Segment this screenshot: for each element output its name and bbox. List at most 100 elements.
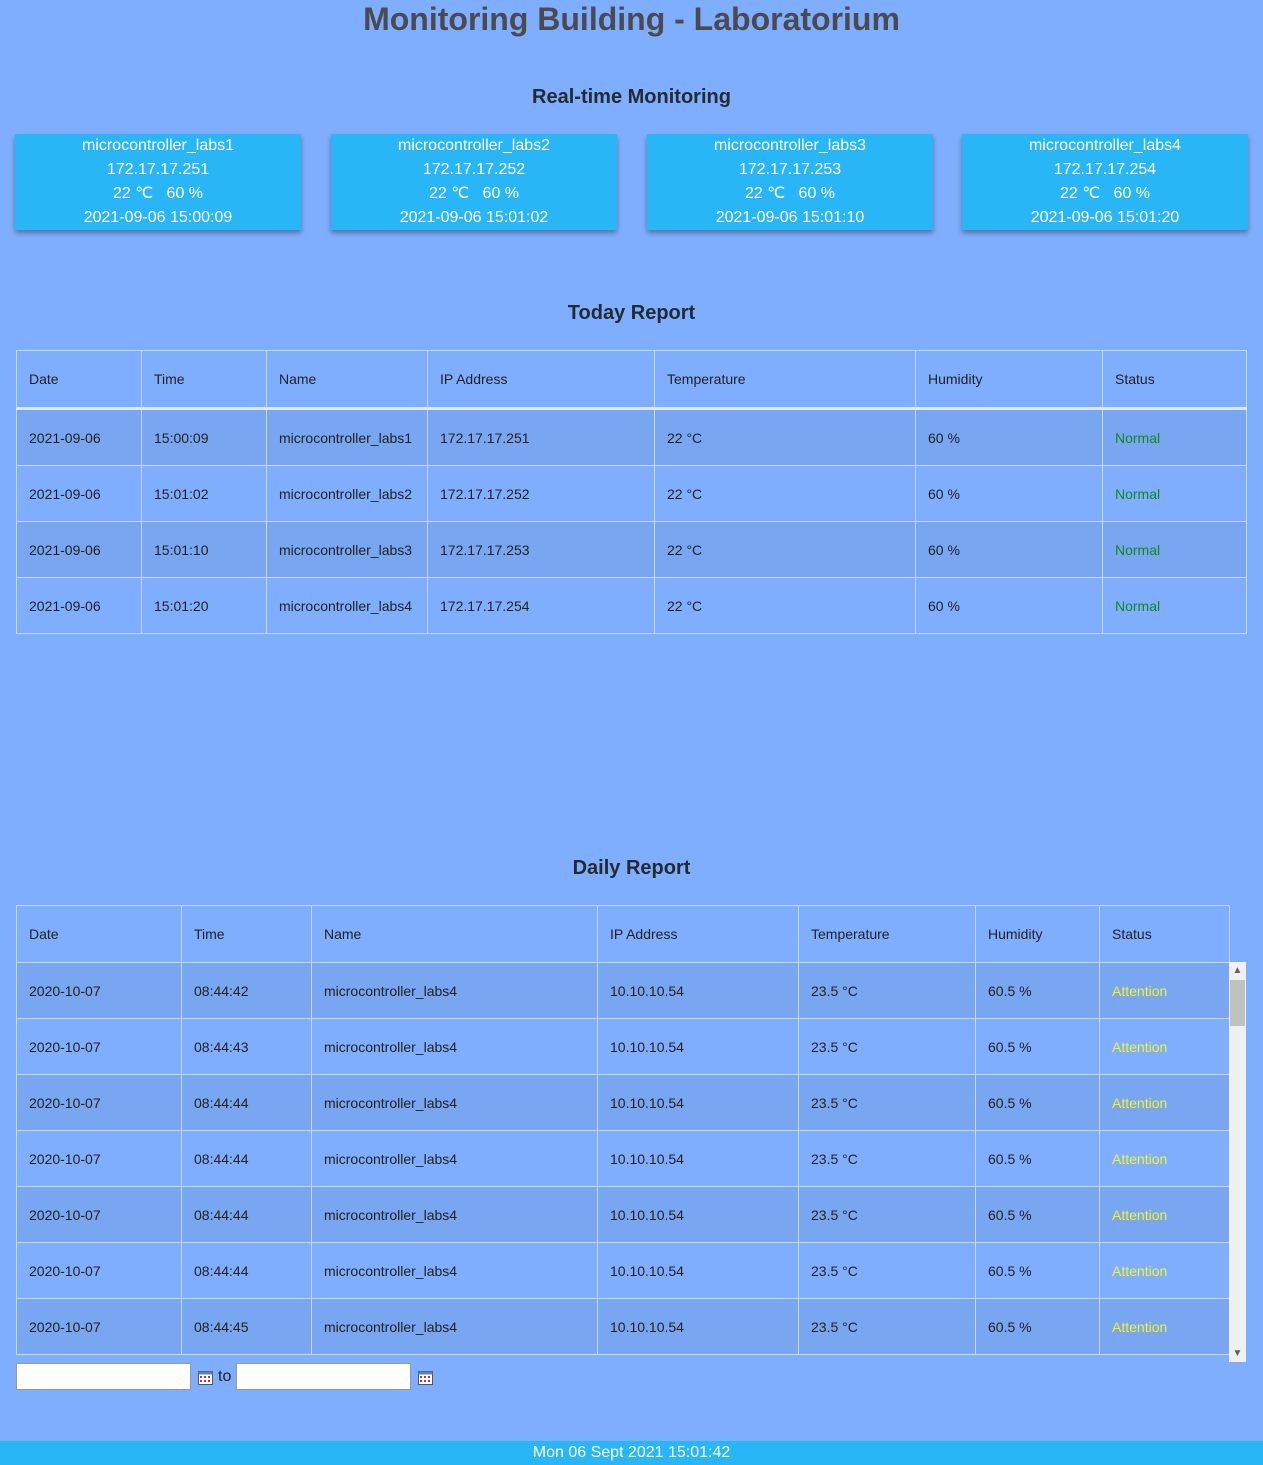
cell-time: 15:01:02: [141, 465, 267, 522]
date-from-input[interactable]: [16, 1363, 191, 1390]
cell-time: 08:44:42: [181, 962, 312, 1019]
cell-humidity: 60.5 %: [975, 1074, 1100, 1131]
today-report-title: Today Report: [567, 302, 696, 324]
column-header: IP Address: [597, 905, 799, 964]
device-name: microcontroller_labs1: [81, 137, 235, 154]
date-to-input[interactable]: [236, 1363, 411, 1390]
cell-temperature: 23.5 °C: [798, 1242, 976, 1299]
cell-temperature: 23.5 °C: [798, 1074, 976, 1131]
column-header: Date: [16, 905, 182, 964]
footer-datetime: Mon 06 Sept 2021 15:01:42: [0, 1441, 1263, 1465]
column-header: Time: [181, 905, 312, 964]
device-humidity: 60 %: [166, 185, 204, 202]
cell-temperature: 23.5 °C: [798, 1130, 976, 1187]
cell-name: microcontroller_labs4: [311, 962, 598, 1019]
table-row: 2020-10-07 08:44:45 microcontroller_labs…: [16, 1298, 1230, 1355]
cell-humidity: 60.5 %: [975, 1130, 1100, 1187]
column-header: Date: [16, 350, 142, 409]
device-name: microcontroller_labs4: [1028, 137, 1182, 154]
device-humidity: 60 %: [1113, 185, 1151, 202]
cell-date: 2020-10-07: [16, 962, 182, 1019]
table-row: 2020-10-07 08:44:44 microcontroller_labs…: [16, 1074, 1230, 1131]
scrollbar-thumb[interactable]: [1230, 980, 1245, 1026]
column-header: Name: [266, 350, 428, 409]
device-card: microcontroller_labs4 172.17.17.254 22 ℃…: [962, 134, 1248, 230]
cell-name: microcontroller_labs4: [311, 1298, 598, 1355]
device-temp: 22 ℃: [428, 185, 470, 202]
device-card: microcontroller_labs1 172.17.17.251 22 ℃…: [15, 134, 301, 230]
table-header-row: Date Time Name IP Address Temperature Hu…: [16, 905, 1230, 964]
daily-report-title: Daily Report: [572, 857, 691, 879]
chevron-up-icon[interactable]: ▲: [1232, 965, 1243, 976]
cell-name: microcontroller_labs1: [266, 408, 428, 466]
to-label: to: [218, 1368, 232, 1385]
cell-ip: 172.17.17.253: [427, 521, 655, 578]
cell-date: 2021-09-06: [16, 465, 142, 522]
cell-date: 2020-10-07: [16, 1130, 182, 1187]
cell-temperature: 22 °C: [654, 521, 916, 578]
device-temp: 22 ℃: [1059, 185, 1101, 202]
cell-ip: 10.10.10.54: [597, 1130, 799, 1187]
cell-time: 08:44:44: [181, 1130, 312, 1187]
device-readings: 22 ℃ 60 %: [15, 182, 301, 206]
cell-temperature: 22 °C: [654, 577, 916, 634]
device-ip: 172.17.17.252: [422, 161, 526, 178]
column-header: IP Address: [427, 350, 655, 409]
cell-humidity: 60 %: [915, 521, 1103, 578]
cell-status: Attention: [1099, 1130, 1230, 1187]
device-timestamp: 2021-09-06 15:01:02: [399, 209, 549, 226]
cell-status: Normal: [1102, 521, 1247, 578]
table-row: 2021-09-06 15:01:20 microcontroller_labs…: [16, 577, 1247, 634]
cell-status: Normal: [1102, 577, 1247, 634]
table-row: 2020-10-07 08:44:42 microcontroller_labs…: [16, 962, 1230, 1019]
device-name: microcontroller_labs3: [713, 137, 867, 154]
device-ip: 172.17.17.254: [1053, 161, 1157, 178]
device-card: microcontroller_labs3 172.17.17.253 22 ℃…: [647, 134, 933, 230]
cell-time: 15:01:20: [141, 577, 267, 634]
table-row: 2020-10-07 08:44:44 microcontroller_labs…: [16, 1242, 1230, 1299]
cell-humidity: 60.5 %: [975, 1298, 1100, 1355]
cell-ip: 10.10.10.54: [597, 1298, 799, 1355]
cell-name: microcontroller_labs4: [311, 1074, 598, 1131]
column-header: Temperature: [654, 350, 916, 409]
cell-name: microcontroller_labs3: [266, 521, 428, 578]
cell-name: microcontroller_labs2: [266, 465, 428, 522]
cell-name: microcontroller_labs4: [311, 1242, 598, 1299]
column-header: Temperature: [798, 905, 976, 964]
column-header: Time: [141, 350, 267, 409]
cell-name: microcontroller_labs4: [311, 1186, 598, 1243]
cell-time: 08:44:45: [181, 1298, 312, 1355]
table-row: 2020-10-07 08:44:44 microcontroller_labs…: [16, 1186, 1230, 1243]
cell-time: 08:44:44: [181, 1242, 312, 1299]
cell-temperature: 23.5 °C: [798, 962, 976, 1019]
cell-name: microcontroller_labs4: [311, 1130, 598, 1187]
table-row: 2021-09-06 15:01:02 microcontroller_labs…: [16, 465, 1247, 522]
cell-ip: 10.10.10.54: [597, 1242, 799, 1299]
cell-humidity: 60 %: [915, 408, 1103, 466]
today-report-table: Date Time Name IP Address Temperature Hu…: [16, 350, 1247, 634]
cell-date: 2020-10-07: [16, 1298, 182, 1355]
daily-report-header: Date Time Name IP Address Temperature Hu…: [16, 905, 1230, 965]
cell-date: 2021-09-06: [16, 577, 142, 634]
calendar-icon[interactable]: [198, 1371, 213, 1385]
cell-status: Normal: [1102, 408, 1247, 466]
device-timestamp: 2021-09-06 15:00:09: [83, 209, 233, 226]
cell-status: Attention: [1099, 1298, 1230, 1355]
device-ip: 172.17.17.251: [106, 161, 210, 178]
cell-status: Attention: [1099, 1074, 1230, 1131]
daily-report-scroll-area[interactable]: 2020-10-07 08:44:42 microcontroller_labs…: [16, 962, 1247, 1362]
cell-time: 08:44:44: [181, 1074, 312, 1131]
calendar-icon[interactable]: [418, 1371, 433, 1385]
daily-report-scrollbar[interactable]: ▲ ▼: [1229, 962, 1246, 1362]
cell-status: Attention: [1099, 962, 1230, 1019]
cell-date: 2021-09-06: [16, 521, 142, 578]
cell-status: Attention: [1099, 1242, 1230, 1299]
column-header: Status: [1102, 350, 1247, 409]
device-humidity: 60 %: [798, 185, 836, 202]
realtime-section-title: Real-time Monitoring: [532, 86, 731, 108]
cell-status: Attention: [1099, 1018, 1230, 1075]
cell-temperature: 23.5 °C: [798, 1186, 976, 1243]
cell-ip: 10.10.10.54: [597, 962, 799, 1019]
cell-time: 08:44:44: [181, 1186, 312, 1243]
chevron-down-icon[interactable]: ▼: [1232, 1348, 1243, 1359]
